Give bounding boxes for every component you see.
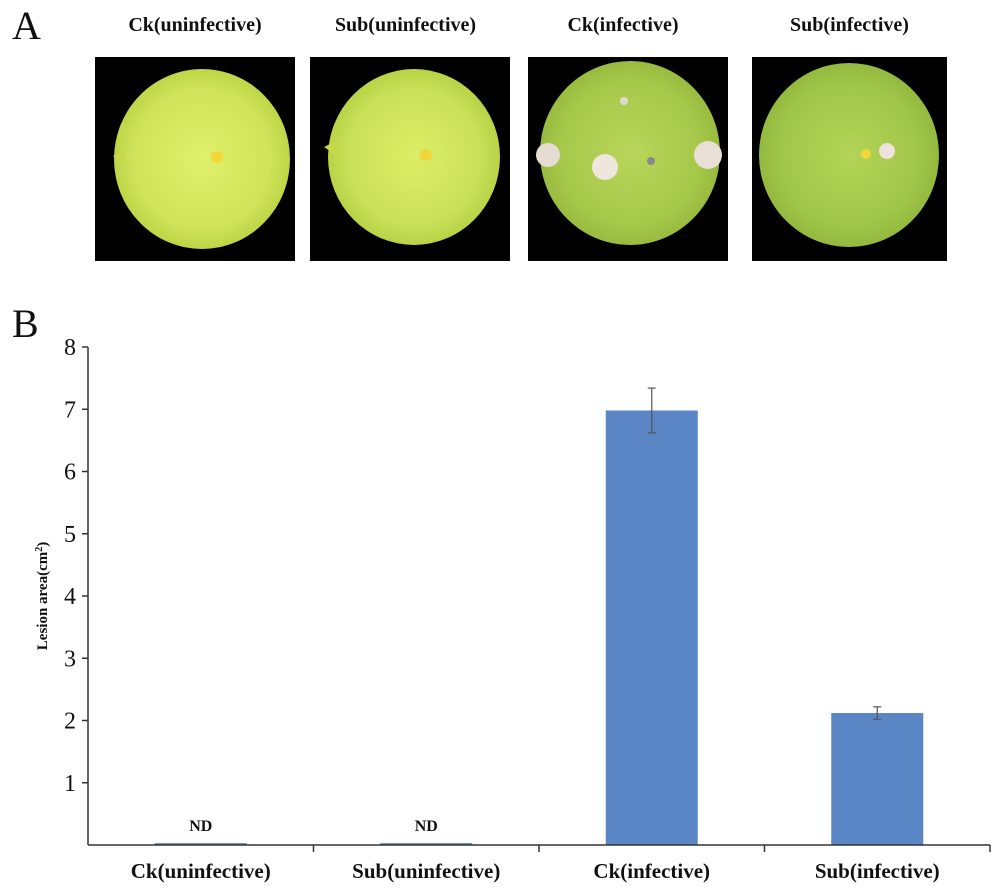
error-bar: [647, 387, 656, 434]
bar-sub-uninfective: [380, 843, 473, 845]
leaf-photo-ck-uninfective: [95, 57, 295, 261]
nd-annotation: ND: [415, 818, 438, 835]
leaf-photo-sub-infective: [752, 57, 947, 261]
y-tick-label: 2: [64, 709, 76, 735]
panel-b-label: B: [12, 301, 39, 346]
photo-label-sub-uninfective: Sub(uninfective): [334, 14, 477, 36]
panel-a-label: A: [12, 3, 41, 48]
photo-label-ck-infective: Ck(infective): [567, 14, 679, 36]
bar-ck-uninfective: [154, 843, 247, 845]
nd-annotation: ND: [189, 818, 212, 835]
y-tick-label: 3: [64, 646, 76, 672]
lesion-area-bar-chart: 1 2 3 4 5 6 7 8 ND ND Ck(uninfective) Sub(uninfec…: [34, 335, 991, 883]
y-tick-label: 6: [64, 460, 76, 486]
bar-annotations: ND ND: [189, 818, 438, 835]
x-tick-label: Sub(uninfective): [352, 859, 500, 883]
bar-ck-infective: [605, 410, 698, 845]
x-axis-tick-labels: Ck(uninfective) Sub(uninfective) Ck(infect…: [131, 845, 991, 883]
error-bars: [647, 387, 882, 720]
photo-label-ck-uninfective: Ck(uninfective): [128, 14, 262, 36]
bar-sub-infective: [831, 713, 924, 845]
y-axis-label: Lesion area(cm2): [34, 542, 52, 650]
leaf-photo-sub-uninfective: [310, 57, 510, 261]
leaf-photo-ck-infective: [528, 57, 728, 261]
y-axis-label-superscript: 2: [34, 547, 45, 552]
bars: [154, 410, 924, 845]
y-axis-ticks: 1 2 3 4 5 6 7 8: [64, 335, 88, 797]
y-tick-label: 8: [64, 335, 76, 361]
y-tick-label: 7: [64, 397, 76, 423]
y-tick-label: 1: [64, 771, 76, 797]
x-tick-label: Ck(infective): [593, 859, 710, 883]
y-tick-label: 4: [64, 584, 76, 610]
photo-label-sub-infective: Sub(infective): [790, 14, 909, 36]
y-axis-label-close: ): [35, 542, 51, 547]
x-tick-label: Sub(infective): [815, 859, 940, 883]
error-bar: [873, 706, 882, 720]
y-axis-label-text: Lesion area(cm: [35, 551, 51, 650]
y-tick-label: 5: [64, 522, 76, 548]
x-tick-label: Ck(uninfective): [131, 859, 271, 883]
